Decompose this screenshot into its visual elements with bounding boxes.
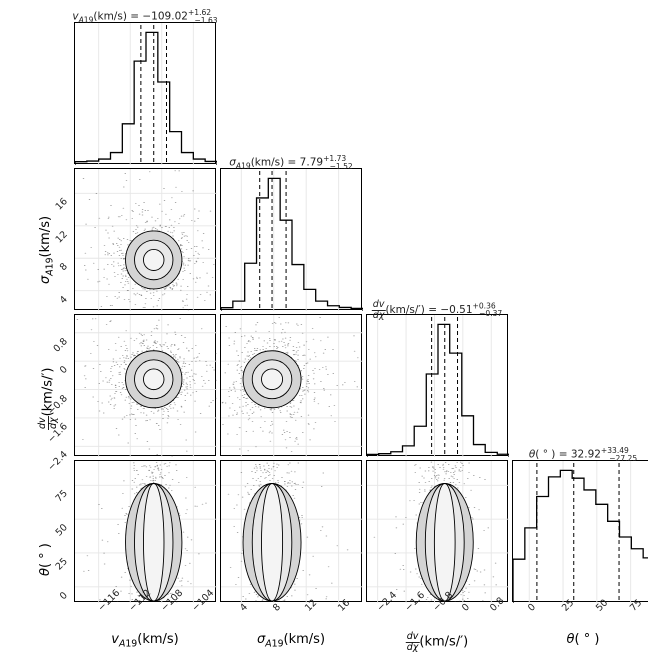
- title-dvdchi: dvdχ(km/s/′) = −0.51+0.36−0.37: [372, 300, 502, 320]
- ytick: 4: [58, 294, 70, 306]
- hist-panel-sigma_A19: [220, 168, 362, 310]
- ytick: 12: [54, 229, 70, 245]
- scatter-panel-v_A19-theta: [74, 460, 216, 602]
- scatter-panel-v_A19-dvdchi: [74, 314, 216, 456]
- title-theta: θ( ° ) = 32.92+33.49−27.25: [529, 446, 637, 463]
- ytick: 8: [58, 261, 70, 273]
- hist-panel-v_A19: [74, 22, 216, 164]
- xlabel-v_A19: vA19(km/s): [111, 632, 179, 647]
- xlabel-dvdchi: dvdχ(km/s/′): [406, 632, 468, 652]
- ytick: −2.4: [46, 449, 70, 473]
- xtick: 0: [460, 602, 472, 614]
- hist-panel-theta: [512, 460, 648, 602]
- ytick: 25: [54, 556, 70, 572]
- scatter-panel-v_A19-sigma_A19: [74, 168, 216, 310]
- ytick: 75: [54, 488, 70, 504]
- title-sigma_A19: σA19(km/s) = 7.79+1.73−1.52: [229, 154, 352, 171]
- ylabel-theta: θ( ° ): [38, 544, 53, 577]
- xtick: 8: [271, 602, 283, 614]
- hist-panel-dvdchi: [366, 314, 508, 456]
- ylabel-sigma_A19: σA19(km/s): [38, 216, 53, 284]
- ytick: 16: [54, 196, 70, 212]
- scatter-panel-sigma_A19-dvdchi: [220, 314, 362, 456]
- xtick: 4: [238, 602, 250, 614]
- ytick: 0: [58, 364, 70, 376]
- ytick: 0: [58, 590, 70, 602]
- ytick: 50: [54, 522, 70, 538]
- xtick: 0: [526, 602, 538, 614]
- xlabel-sigma_A19: σA19(km/s): [257, 632, 325, 647]
- title-v_A19: vA19(km/s) = −109.02+1.62−1.63: [72, 8, 217, 25]
- scatter-panel-dvdchi-theta: [366, 460, 508, 602]
- ytick: 0.8: [51, 336, 69, 354]
- scatter-panel-sigma_A19-theta: [220, 460, 362, 602]
- xlabel-theta: θ( ° ): [567, 632, 600, 647]
